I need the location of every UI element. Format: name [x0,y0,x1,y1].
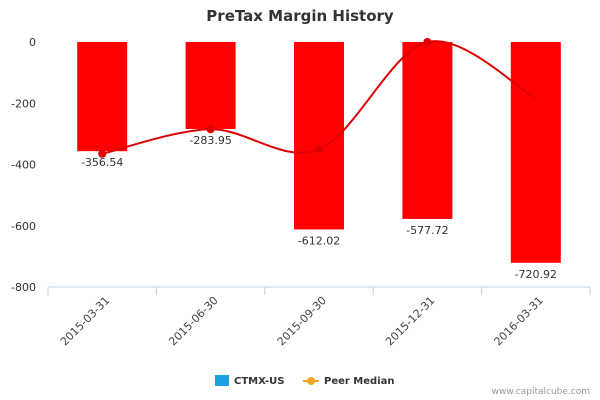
bar [185,42,236,129]
y-tick-label: -800 [11,281,36,294]
bar-data-label: -720.92 [515,268,557,281]
peer-median-point [423,38,432,46]
legend-label-peer: Peer Median [324,376,395,387]
credit-text: www.capitalcube.com [492,387,590,397]
x-tick-label: 2015-09-30 [275,294,329,348]
y-tick-label: -600 [11,220,36,233]
bar-data-label: -283.95 [189,134,231,147]
peer-median-point [98,149,107,158]
peer-median-point [206,125,215,134]
y-tick-label: -200 [11,97,36,110]
bar [77,42,128,152]
bar [402,42,453,219]
x-tick-label: 2016-03-31 [492,294,546,348]
peer-median-point [315,145,323,154]
legend: CTMX-US Peer Median [215,375,395,387]
chart-title: PreTax Margin History [206,7,394,25]
legend-label-ctmx: CTMX-US [234,376,284,387]
legend-swatch-ctmx [215,375,229,386]
y-tick-label: -400 [11,159,36,172]
x-tick-label: 2015-12-31 [383,294,437,348]
bar-data-label: -356.54 [81,156,123,169]
bar-data-label: -577.72 [406,224,448,237]
x-tick-label: 2015-06-30 [166,294,220,348]
bar [510,42,561,263]
legend-marker-peer [307,377,315,385]
y-tick-label: 0 [29,36,36,49]
x-tick-label: 2015-03-31 [58,294,112,348]
bar-data-label: -612.02 [298,234,340,247]
bar [294,42,344,230]
plot-area: 0 -200 -400 -600 -800 -356.54 -283.95 -612.02 -5… [11,36,591,348]
